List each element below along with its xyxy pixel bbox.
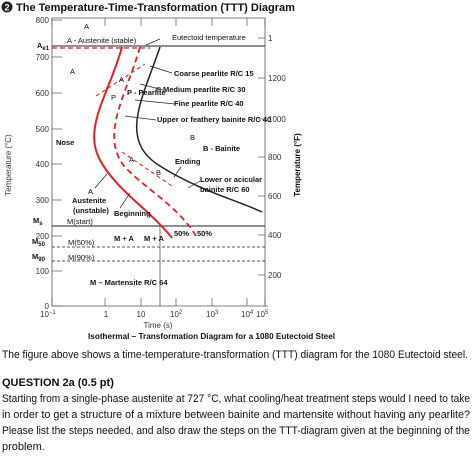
x-tick-label: 103	[206, 310, 219, 319]
x-tick-exp: 5	[265, 310, 269, 316]
diagram-label: B	[156, 168, 161, 177]
diagram-label: M – Martensite R/C 64	[90, 278, 168, 287]
y-tick-label: 500	[36, 125, 50, 134]
diagram-label: 50%	[174, 229, 189, 238]
label-sub: e1	[42, 46, 49, 52]
x-tick-base: 10	[241, 310, 250, 319]
y2-tick-label: 600	[268, 192, 282, 201]
label-main: M	[33, 216, 39, 225]
y2-tick-label: 1	[268, 34, 273, 43]
question-line: Starting from a single-phase austenite a…	[2, 393, 470, 405]
subscript-label: M50	[32, 237, 46, 248]
diagram-label: A	[70, 67, 75, 76]
x-axis-label: Time (s)	[143, 321, 172, 330]
x-tick-exp: −1	[49, 310, 57, 316]
y2-tick-label: 800	[268, 153, 282, 162]
diagram-label: Austenite	[72, 196, 106, 205]
diagram-label: P - Pearlite	[127, 88, 166, 97]
diagram-label: A	[119, 75, 124, 84]
diagram-label: P	[111, 93, 116, 102]
subscript-label: Ms	[33, 216, 43, 227]
x-tick-label: 105	[256, 310, 269, 319]
question-line: in order to get a structure of a mixture…	[2, 409, 470, 421]
x-tick-label: 1	[104, 310, 109, 319]
y-tick-label: 700	[36, 53, 50, 62]
y-tick-label: 800	[36, 16, 50, 25]
number-badge	[1, 1, 13, 13]
x-tick-exp: 2	[179, 310, 183, 316]
diagram-label: A	[84, 22, 89, 31]
y-tick-label: 400	[36, 160, 50, 169]
y2-tick-label: 1200	[268, 74, 286, 83]
diagram-label: Fine pearlite R/C 40	[174, 99, 244, 108]
diagram-label: Coarse pearlite R/C 15	[174, 69, 254, 78]
diagram-label: B	[190, 133, 195, 142]
y-tick-label: 100	[36, 267, 50, 276]
y-tick-label: 200	[36, 232, 50, 241]
diagram-label: M + A	[114, 234, 135, 243]
diagram-label: Lower or acicular	[200, 175, 262, 184]
diagram-label: A	[129, 155, 134, 164]
tick-marks	[51, 18, 266, 307]
diagram-label: M(90%)	[68, 253, 95, 262]
x-tick-label: 10−1	[40, 310, 56, 319]
label-sub: 90	[38, 257, 45, 263]
label-sub: s	[39, 221, 43, 227]
y2-axis-label: Temperature (°F)	[293, 133, 302, 197]
x-tick-base: 10	[40, 310, 49, 319]
y-tick-label: 300	[36, 196, 50, 205]
x-tick-base: 10	[256, 310, 265, 319]
x-tick-exp: 3	[215, 310, 219, 316]
y2-tick-label: 200	[268, 271, 282, 280]
y-tick-label: 600	[36, 89, 50, 98]
x-tick-label: 102	[170, 310, 183, 319]
question-title: QUESTION 2a (0.5 pt)	[2, 377, 114, 389]
diagram-label: Ending	[175, 157, 201, 166]
number: 2	[4, 3, 9, 13]
y2-tick-label: 1000	[268, 115, 286, 124]
diagram-label: bainite R/C 60	[200, 185, 250, 194]
x-tick-label: 10	[137, 310, 146, 319]
reference-lines	[52, 45, 265, 262]
y-axis-label: Temperature (°C)	[4, 134, 13, 196]
header-title: The Temperature-Time-Transformation (TTT…	[16, 2, 295, 14]
diagram-label: P	[156, 85, 161, 94]
label-sub: 50	[38, 242, 45, 248]
subscript-label: M90	[32, 252, 46, 263]
ttt-curves	[93, 46, 263, 306]
leader-arrows	[94, 38, 201, 209]
x-tick-exp: 4	[250, 310, 254, 316]
x-tick-base: 10	[170, 310, 179, 319]
x-tick-base: 10	[206, 310, 215, 319]
caption: Isothermal – Transformation Diagram for …	[88, 332, 335, 341]
label-main: M	[32, 237, 38, 246]
question-line: problem.	[2, 441, 45, 453]
diagram-label: Nose	[56, 138, 74, 147]
diagram-label: B - Bainite	[203, 144, 240, 153]
diagram-label: M(50%)	[68, 238, 95, 247]
diagram-label: Medium pearlite R/C 30	[163, 85, 246, 94]
diagram-label: Beginning	[114, 209, 151, 218]
diagram-label: M + A	[144, 234, 165, 243]
subscript-label: Ae1	[37, 41, 50, 52]
diagram-label: A	[88, 187, 93, 196]
diagram-label: Eutectoid temperature	[172, 33, 246, 42]
diagram-label: M(start)	[67, 217, 93, 226]
intro: The figure above shows a time-temperatur…	[2, 349, 468, 361]
y2-tick-label: 400	[268, 231, 282, 240]
label-main: M	[32, 252, 38, 261]
diagram-label: Upper or feathery bainite R/C 40	[157, 115, 271, 124]
diagram-label: 50%	[197, 229, 212, 238]
diagram-label: (unstable)	[73, 206, 109, 215]
diagram-label: A - Austenite (stable)	[67, 36, 137, 45]
x-tick-label: 104	[241, 310, 254, 319]
question-line: Please list the steps needed, and also d…	[2, 425, 470, 437]
y-tick-label: 0	[45, 302, 50, 311]
label-main: A	[37, 41, 43, 50]
